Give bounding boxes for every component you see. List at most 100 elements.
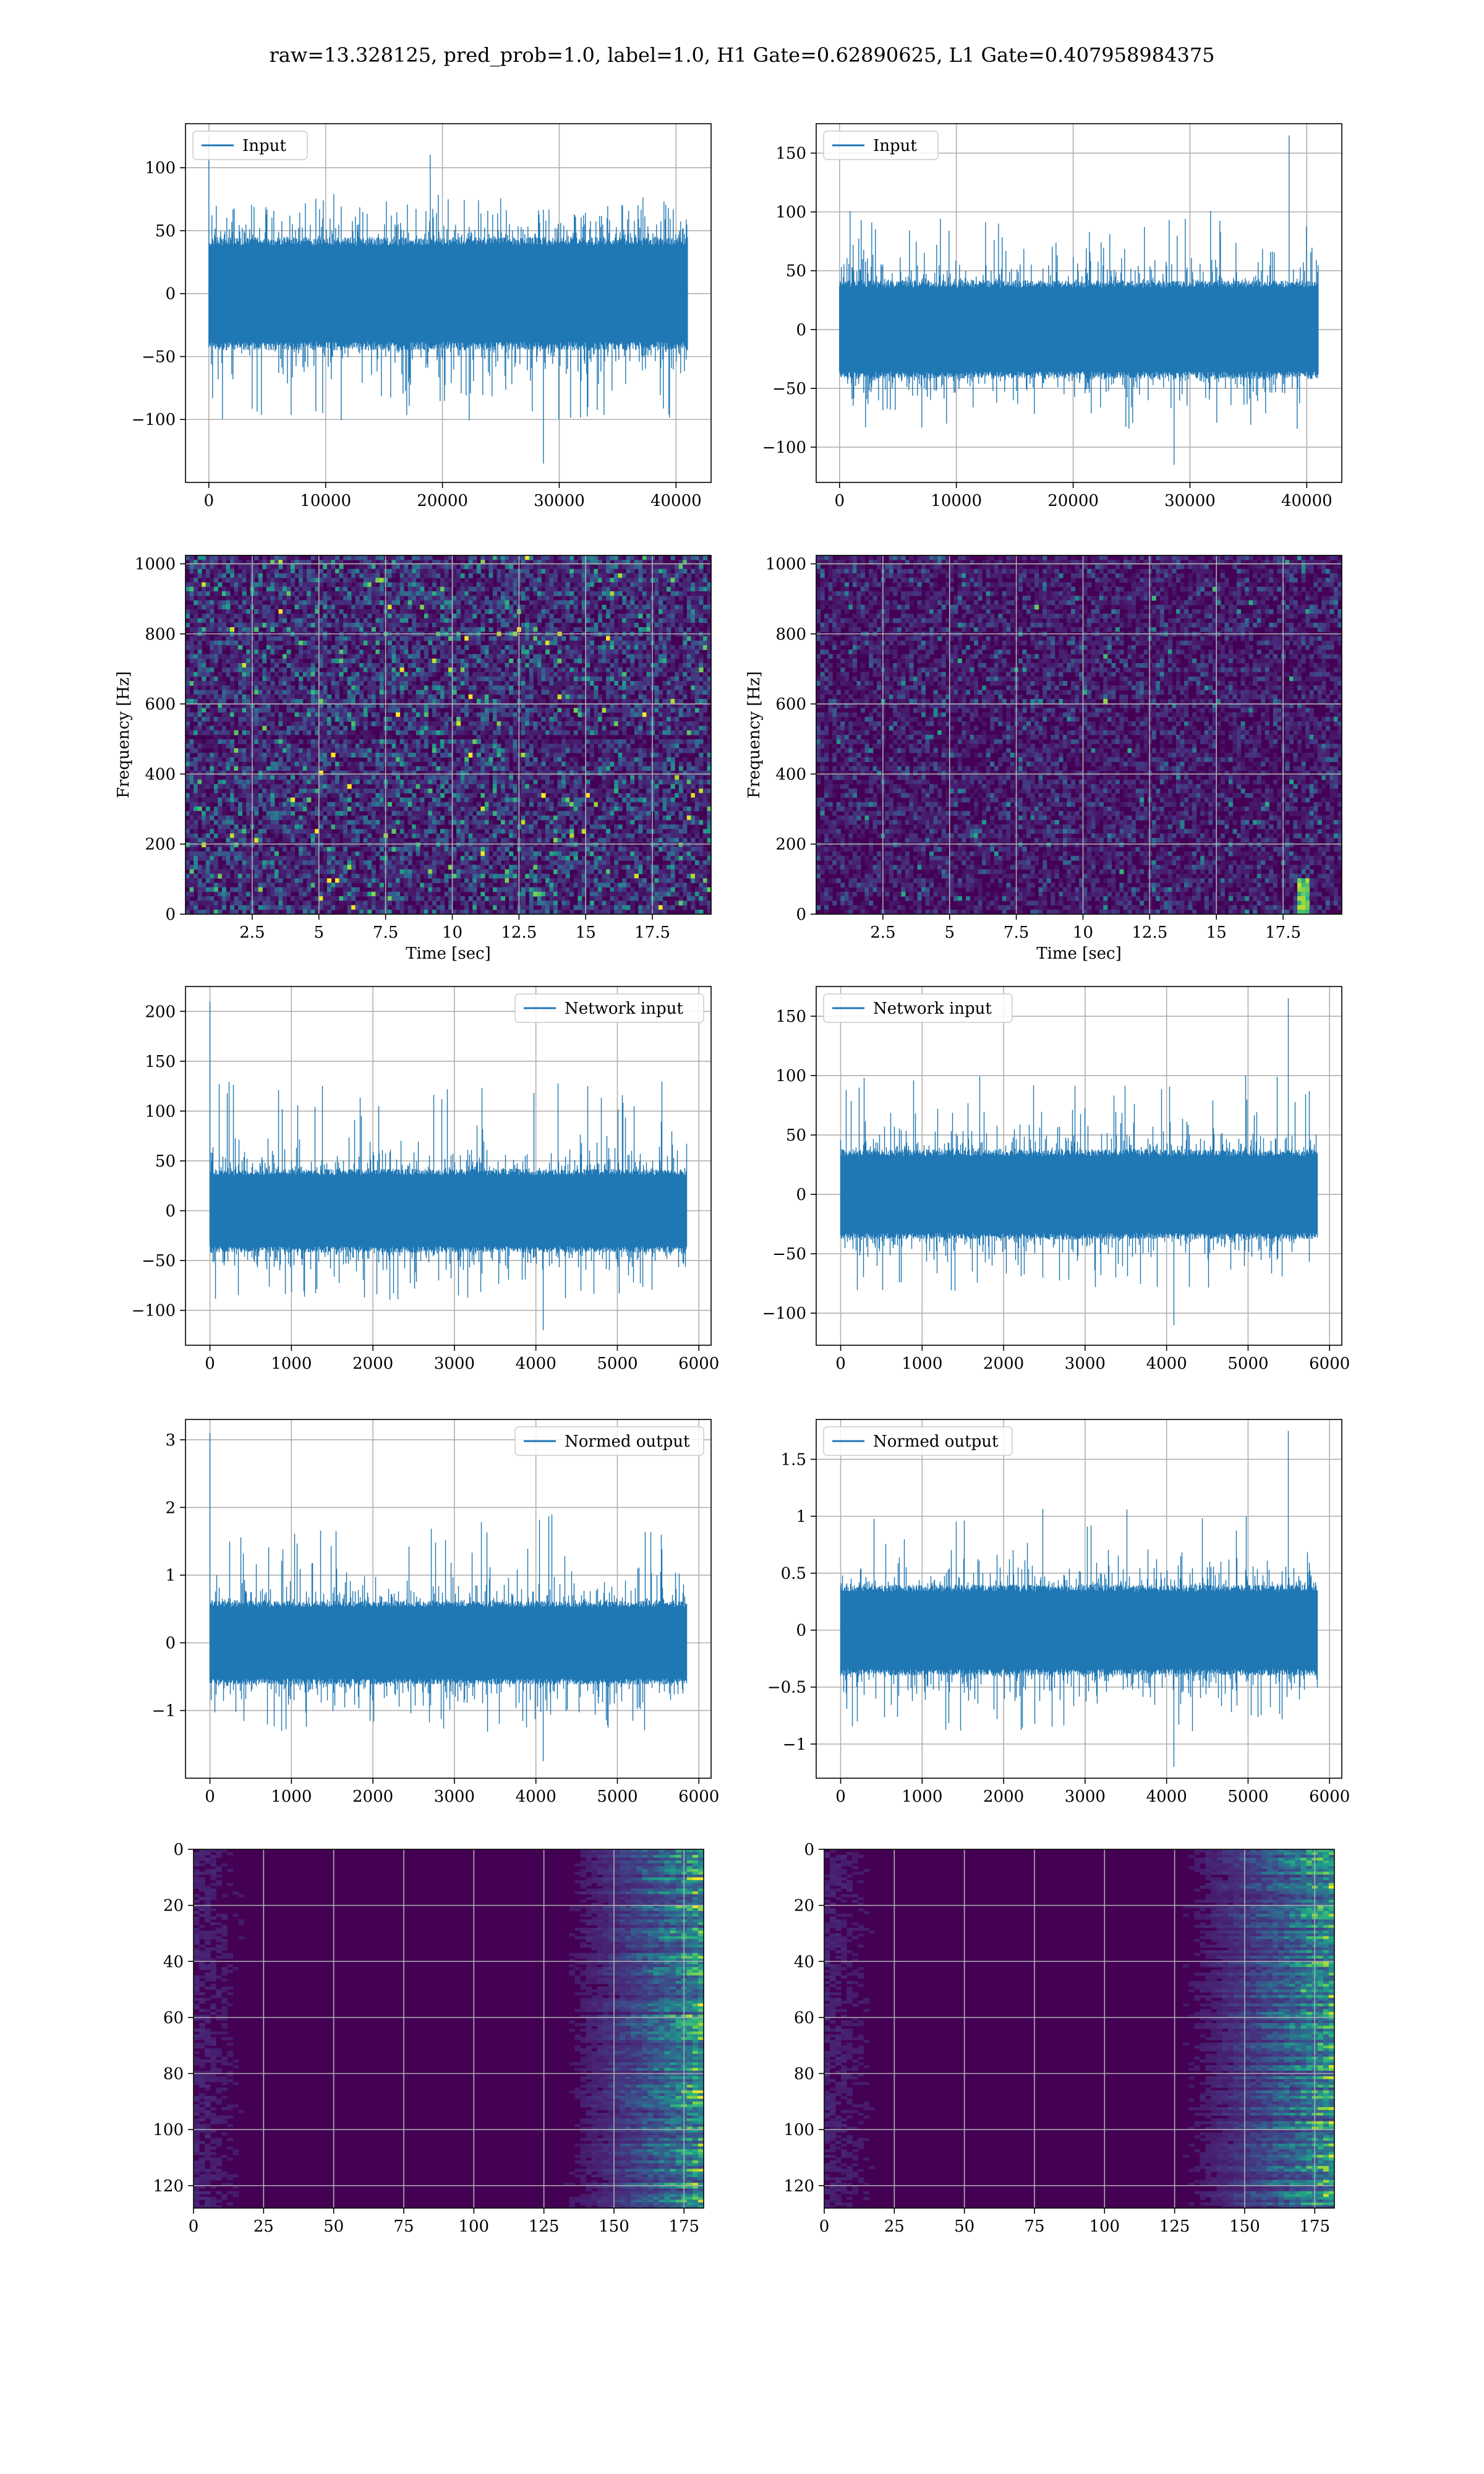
- x-tick-label: 4000: [1146, 1787, 1187, 1806]
- y-tick-label: 50: [786, 262, 806, 281]
- legend: Input: [193, 131, 307, 160]
- x-tick-label: 30000: [1164, 492, 1216, 510]
- axes-frame: [186, 1419, 711, 1778]
- y-tick-label: 600: [775, 695, 806, 714]
- x-tick-label: 15: [576, 923, 596, 942]
- y-tick-label: 60: [163, 2009, 184, 2027]
- y-tick-label: 0: [796, 1186, 806, 1204]
- y-tick-label: 20: [794, 1897, 814, 1915]
- x-tick-label: 15: [1206, 923, 1227, 942]
- x-tick-label: 7.5: [373, 923, 398, 942]
- series-line: [841, 1431, 1318, 1766]
- y-tick-label: 50: [155, 222, 176, 241]
- y-tick-label: 150: [775, 1008, 806, 1026]
- y-tick-label: 40: [163, 1953, 184, 1971]
- x-tick-label: 20000: [417, 492, 468, 510]
- y-tick-label: −0.5: [767, 1679, 806, 1697]
- legend: Network input: [824, 994, 1012, 1022]
- y-tick-label: −50: [142, 1252, 176, 1270]
- y-tick-label: 800: [775, 625, 806, 644]
- x-tick-label: 75: [393, 2217, 414, 2236]
- x-tick-label: 5000: [597, 1787, 638, 1806]
- y-tick-label: −100: [762, 1304, 806, 1323]
- axes-frame: [186, 987, 711, 1345]
- y-tick-label: 50: [786, 1126, 806, 1145]
- x-tick-label: 12.5: [501, 923, 537, 942]
- x-tick-label: 1000: [271, 1355, 312, 1373]
- y-tick-label: 2: [165, 1499, 176, 1517]
- x-tick-label: 10000: [300, 492, 351, 510]
- x-tick-label: 0: [835, 1787, 846, 1806]
- y-tick-label: −1: [783, 1736, 806, 1754]
- series-line: [840, 135, 1318, 465]
- activation-cells: [824, 1849, 1334, 2208]
- x-tick-label: 25: [254, 2217, 274, 2236]
- x-tick-label: 100: [458, 2217, 489, 2236]
- legend-label: Normed output: [565, 1432, 690, 1451]
- y-tick-label: 1.5: [781, 1450, 806, 1469]
- x-tick-label: 75: [1024, 2217, 1044, 2236]
- x-tick-label: 10: [1073, 923, 1093, 942]
- series-line: [841, 998, 1318, 1325]
- y-tick-label: 0: [796, 905, 806, 924]
- x-tick-label: 2000: [983, 1787, 1024, 1806]
- legend-label: Network input: [873, 999, 992, 1018]
- y-tick-label: 600: [145, 695, 176, 714]
- y-axis-label: Frequency [Hz]: [114, 671, 133, 798]
- x-tick-label: 1000: [902, 1787, 942, 1806]
- x-tick-label: 6000: [1309, 1787, 1350, 1806]
- line-chart-3-1: 0 1000 2000 3000 4000 5000 6000−100−5005010015…: [132, 987, 720, 1373]
- y-tick-label: 0: [173, 1841, 184, 1859]
- y-tick-label: 0: [165, 1202, 176, 1221]
- x-tick-label: 5000: [1227, 1355, 1268, 1373]
- y-tick-label: 400: [145, 765, 176, 784]
- y-tick-label: 3: [165, 1431, 176, 1450]
- spectrogram-2-2: 2.5 5 7.5 10 12.5 15 17.502004006008001000Time…: [745, 555, 1342, 963]
- y-tick-label: −100: [762, 439, 806, 457]
- x-tick-label: 1000: [902, 1355, 942, 1373]
- x-tick-label: 12.5: [1132, 923, 1167, 942]
- x-tick-label: 50: [323, 2217, 344, 2236]
- y-tick-label: 0: [796, 1622, 806, 1640]
- line-chart-4-2: 0 1000 2000 3000 4000 5000 6000−1−0.500.511.5N…: [767, 1419, 1350, 1806]
- x-tick-label: 20000: [1047, 492, 1099, 510]
- x-tick-label: 0: [204, 492, 215, 510]
- x-tick-label: 2000: [983, 1355, 1024, 1373]
- legend-label: Input: [873, 137, 917, 155]
- x-tick-label: 0: [835, 492, 845, 510]
- y-tick-label: −100: [132, 411, 176, 429]
- series-line: [210, 1433, 687, 1761]
- legend: Normed output: [824, 1427, 1012, 1455]
- x-tick-label: 30000: [534, 492, 585, 510]
- y-tick-label: 0: [804, 1841, 814, 1859]
- y-tick-label: 1: [165, 1567, 176, 1585]
- legend-label: Input: [242, 137, 286, 155]
- legend: Normed output: [515, 1427, 704, 1455]
- x-tick-label: 40000: [1281, 492, 1333, 510]
- y-axis-label: Frequency [Hz]: [745, 671, 764, 798]
- x-tick-label: 3000: [1065, 1787, 1106, 1806]
- x-tick-label: 50: [954, 2217, 974, 2236]
- y-tick-label: 150: [775, 145, 806, 163]
- x-tick-label: 125: [1159, 2217, 1190, 2236]
- legend: Input: [824, 131, 938, 160]
- y-tick-label: 60: [794, 2009, 814, 2027]
- x-tick-label: 100: [1089, 2217, 1120, 2236]
- y-tick-label: −50: [142, 348, 176, 366]
- x-axis-label: Time [sec]: [406, 944, 491, 963]
- x-tick-label: 5: [313, 923, 324, 942]
- y-tick-label: 100: [145, 1102, 176, 1121]
- y-tick-label: 40: [794, 1953, 814, 1971]
- x-tick-label: 0: [819, 2217, 830, 2236]
- y-tick-label: −50: [772, 380, 806, 398]
- x-tick-label: 2000: [352, 1787, 393, 1806]
- series-line: [210, 1001, 687, 1330]
- x-tick-label: 40000: [650, 492, 702, 510]
- x-tick-label: 150: [1229, 2217, 1260, 2236]
- x-tick-label: 5000: [1227, 1787, 1268, 1806]
- x-tick-label: 2000: [352, 1355, 393, 1373]
- x-tick-label: 0: [205, 1787, 215, 1806]
